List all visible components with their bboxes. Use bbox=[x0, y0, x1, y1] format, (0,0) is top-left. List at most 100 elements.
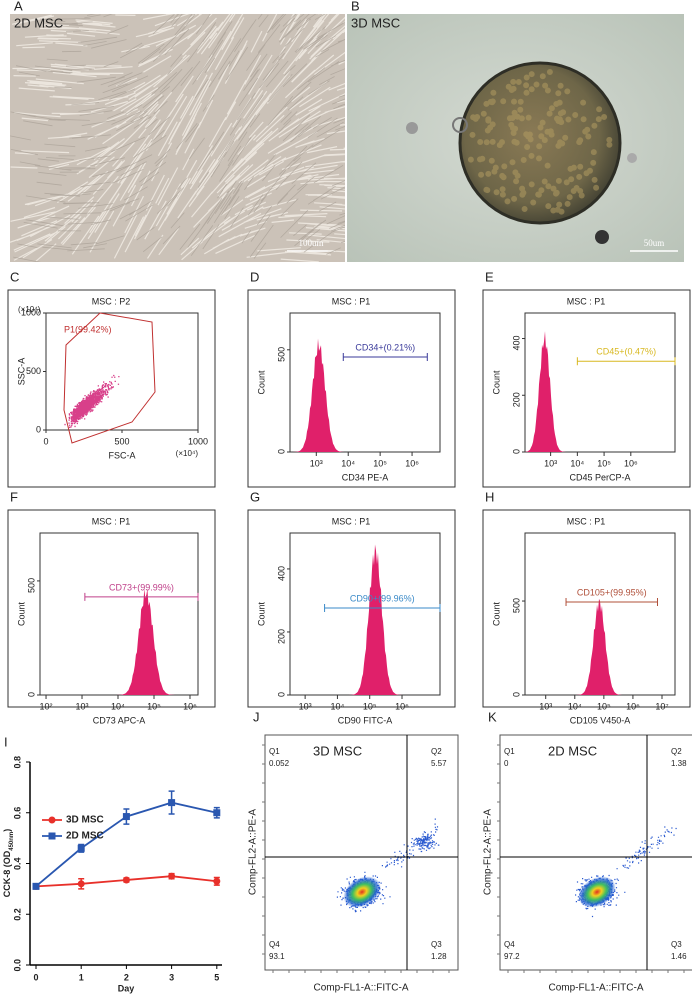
plot-title: MSC : P1 bbox=[332, 516, 371, 526]
panel-frame bbox=[247, 509, 456, 708]
plot-title: 2D MSC bbox=[548, 743, 597, 758]
y-tick-label: 500 bbox=[26, 366, 41, 376]
x-tick-label: 1000 bbox=[188, 436, 208, 446]
panel-label: I bbox=[4, 734, 8, 749]
x-axis-title: Comp-FL1-A::FITC-A bbox=[548, 983, 643, 994]
panel-label: K bbox=[488, 709, 497, 724]
y-tick-label: 0 bbox=[276, 692, 286, 697]
x-tick-label: 10³ bbox=[310, 458, 323, 468]
x-tick-label: 10² bbox=[40, 701, 53, 711]
image-caption: 3D MSC bbox=[351, 15, 400, 30]
gate-polygon bbox=[63, 312, 156, 444]
event-cloud bbox=[64, 374, 120, 428]
x-tick-label: 3 bbox=[169, 972, 174, 982]
legend-label: 3D MSC bbox=[66, 815, 104, 826]
quadrant-name: Q4 bbox=[504, 940, 515, 949]
x-tick-label: 10³ bbox=[76, 701, 89, 711]
gate bbox=[565, 597, 658, 606]
quadrant-value: 0.052 bbox=[269, 759, 290, 768]
cell-layer bbox=[10, 14, 345, 262]
legend-label: 2D MSC bbox=[66, 831, 104, 842]
plot-area bbox=[264, 734, 459, 971]
plot-title: MSC : P1 bbox=[567, 516, 606, 526]
y-tick-label: 200 bbox=[276, 629, 286, 644]
density-core bbox=[343, 876, 381, 908]
y-tick-label: 1000 bbox=[21, 307, 41, 317]
x-tick-label: 10⁵ bbox=[147, 701, 161, 711]
x-tick-label: 10⁴ bbox=[570, 458, 584, 468]
panel-frame bbox=[482, 509, 691, 708]
cell bbox=[452, 117, 468, 133]
panel-label: C bbox=[10, 269, 19, 284]
gate-label: CD105+(99.95%) bbox=[577, 587, 647, 597]
x-tick-label: 10⁵ bbox=[597, 458, 611, 468]
y-axis-title: Comp-FL2-A::PE-A bbox=[248, 809, 259, 895]
y-tick-label: 0.2 bbox=[12, 908, 22, 921]
x-tick-label: 10⁴ bbox=[341, 458, 355, 468]
point bbox=[77, 844, 85, 852]
x-tick-label: 10⁵ bbox=[597, 701, 611, 711]
y-tick-label: 0 bbox=[511, 449, 521, 454]
scale-bar-label: 100um bbox=[298, 238, 323, 248]
plot-area bbox=[499, 734, 692, 971]
x-tick-label: 10⁵ bbox=[363, 701, 377, 711]
panel-label: G bbox=[250, 489, 260, 504]
quadrant-name: Q1 bbox=[269, 747, 280, 756]
x-tick-label: 10³ bbox=[299, 701, 312, 711]
cell-texture bbox=[10, 14, 345, 262]
spheroid bbox=[458, 61, 622, 225]
y-axis-title: Comp-FL2-A::PE-A bbox=[483, 809, 494, 895]
panel-label: F bbox=[10, 489, 18, 504]
y-axis-title: Count bbox=[256, 602, 266, 627]
y-axis-title-part: CCK-8 (OD bbox=[2, 850, 12, 897]
x-tick-label: 0 bbox=[43, 436, 48, 446]
point bbox=[32, 882, 40, 890]
x-tick-label: 10⁶ bbox=[405, 458, 419, 468]
gate bbox=[84, 592, 199, 601]
point bbox=[213, 877, 221, 885]
y-tick-label: 0 bbox=[36, 424, 41, 434]
x-tick-label: 10³ bbox=[539, 701, 552, 711]
x-tick-label: 10⁴ bbox=[568, 701, 582, 711]
x-tick-label: 10⁴ bbox=[111, 701, 125, 711]
x-axis-title: CD73 APC-A bbox=[93, 715, 146, 725]
x-tick-label: 10⁶ bbox=[183, 701, 197, 711]
density-core bbox=[578, 876, 616, 908]
image-caption: 2D MSC bbox=[14, 15, 63, 30]
y-tick-label: 0 bbox=[276, 449, 286, 454]
y-tick-label: 0.6 bbox=[12, 807, 22, 820]
histogram bbox=[290, 338, 440, 452]
panel-label: D bbox=[250, 269, 259, 284]
histogram bbox=[290, 544, 440, 695]
gate bbox=[576, 357, 676, 366]
x-axis-title: FSC-A bbox=[109, 450, 136, 460]
panel-label: E bbox=[485, 269, 494, 284]
point bbox=[77, 880, 85, 888]
gate-label: CD45+(0.47%) bbox=[596, 347, 656, 357]
y-tick-label: 0.4 bbox=[12, 858, 22, 871]
x-tick-label: 10⁶ bbox=[626, 701, 640, 711]
panel-frame bbox=[482, 289, 691, 488]
cell bbox=[406, 122, 418, 134]
quadrant-value: 1.38 bbox=[671, 759, 687, 768]
x-tick-label: 500 bbox=[114, 436, 129, 446]
x-tick-label: 10⁷ bbox=[655, 701, 668, 711]
plot-area bbox=[39, 532, 199, 696]
histogram bbox=[525, 598, 675, 695]
y-axis-title: SSC-A bbox=[16, 358, 26, 386]
x-axis-title: Comp-FL1-A::FITC-A bbox=[313, 983, 408, 994]
y-axis-title: Count bbox=[491, 602, 501, 627]
y-axis-title: Count bbox=[16, 602, 26, 627]
quadrant-value: 5.57 bbox=[431, 759, 447, 768]
panel-frame bbox=[7, 509, 216, 708]
plot-title: MSC : P1 bbox=[567, 296, 606, 306]
x-axis-title: CD45 PerCP-A bbox=[569, 472, 630, 482]
y-axis-title: CCK-8 (OD450nm) bbox=[2, 829, 14, 898]
point bbox=[168, 872, 176, 880]
point bbox=[168, 799, 176, 807]
y-axis-title-part: ) bbox=[2, 829, 12, 832]
point bbox=[122, 813, 130, 821]
y-tick-label: 0.0 bbox=[12, 959, 22, 972]
quadrant-name: Q1 bbox=[504, 747, 515, 756]
